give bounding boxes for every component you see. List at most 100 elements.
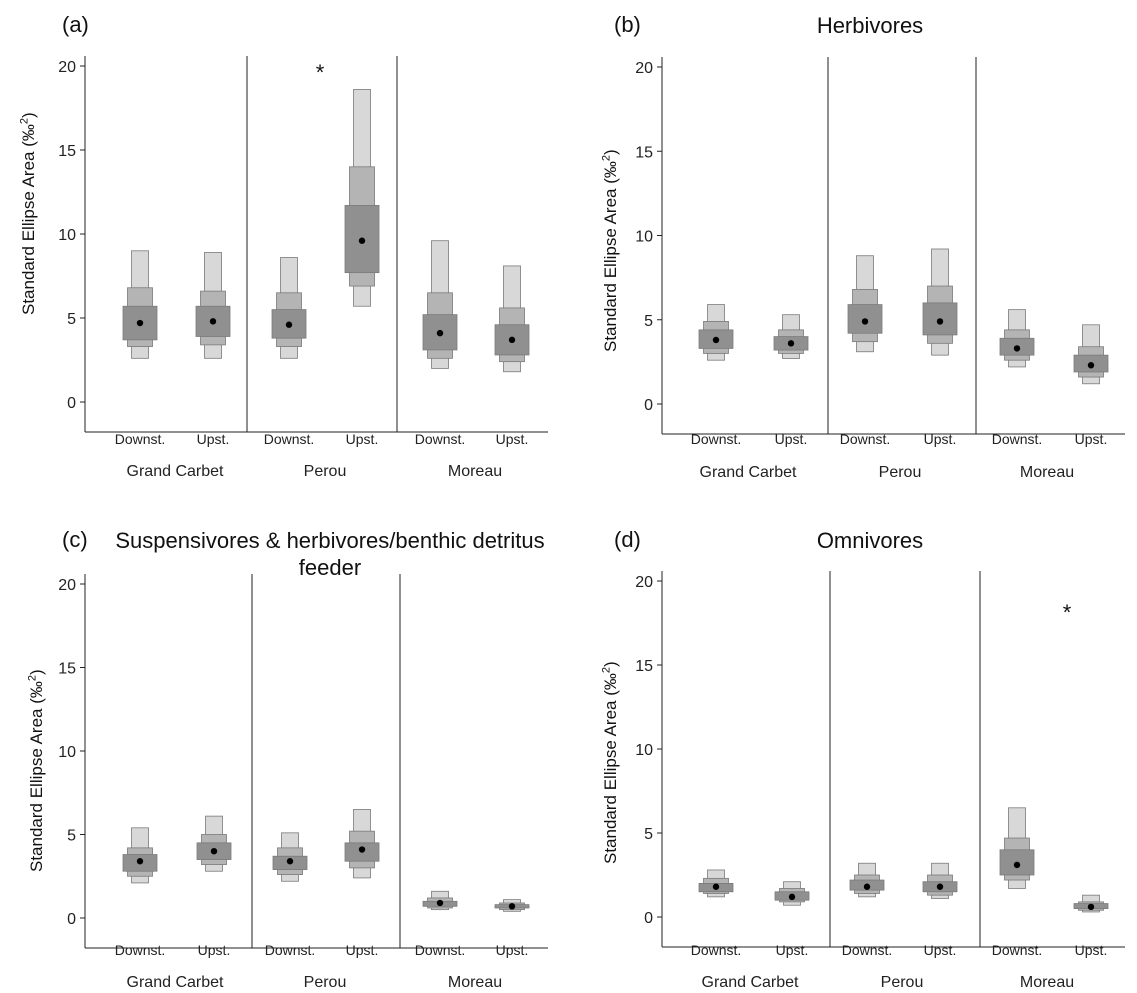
x-tick-label: Upst.	[198, 942, 231, 958]
x-tick-label: Downst.	[840, 431, 891, 447]
significance-marker: *	[316, 60, 325, 85]
mode-point	[861, 318, 869, 325]
x-tick-label: Upst.	[346, 431, 379, 447]
x-tick-label: Downst.	[691, 431, 742, 447]
chart-c: 0 5 10 15 20 Downst. Upst. Downst. Upst. Downst. U…	[58, 574, 548, 991]
panel-label: (b)	[614, 12, 641, 37]
group-label: Moreau	[448, 463, 502, 480]
group-label: Grand Carbet	[700, 464, 797, 481]
chart-b: 0 5 10 15 20 Downst. Upst. Downst. Upst. Downst. U…	[635, 57, 1125, 481]
y-axis-label: Standard Ellipse Area (‰2)	[600, 661, 620, 864]
x-tick-label: Upst.	[924, 942, 957, 958]
x-tick-label: Downst.	[115, 431, 166, 447]
chart-a: 0 5 10 15 20 Downst. Upst. Downst. Upst. Downst. U…	[58, 56, 548, 480]
x-tick-label: Downst.	[842, 942, 893, 958]
y-tick-label: 15	[58, 143, 76, 160]
x-tick-label: Upst.	[197, 431, 230, 447]
y-tick-label: 10	[635, 229, 653, 246]
x-tick-label: Downst.	[992, 942, 1043, 958]
group-label: Grand Carbet	[127, 974, 224, 991]
y-tick-label: 10	[635, 742, 653, 759]
y-tick-label: 20	[635, 60, 653, 77]
mode-point	[1087, 903, 1095, 911]
mode-point	[788, 893, 796, 901]
mode-point	[863, 883, 871, 890]
y-tick-label: 5	[67, 828, 76, 845]
x-tick-label: Downst.	[992, 431, 1043, 447]
x-tick-label: Upst.	[776, 942, 809, 958]
mode-point	[136, 858, 144, 865]
group-label: Perou	[881, 974, 924, 991]
mode-point	[209, 318, 217, 325]
panel-title: Omnivores	[816, 528, 924, 553]
y-tick-label: 0	[644, 910, 653, 927]
y-tick-label: 20	[58, 59, 76, 76]
panel-label: (c)	[62, 527, 88, 552]
x-tick-label: Downst.	[265, 942, 316, 958]
mode-point	[508, 903, 516, 910]
panel-d: (d) Omnivores Standard Ellipse Area (‰2)…	[570, 500, 1137, 993]
mode-point	[936, 883, 944, 890]
mode-point	[508, 336, 516, 344]
y-tick-label: 15	[58, 661, 76, 678]
x-tick-label: Upst.	[924, 431, 957, 447]
panel-title: Suspensivores & herbivores/benthic detri…	[115, 528, 545, 580]
x-tick-label: Upst.	[1075, 942, 1108, 958]
x-tick-label: Downst.	[415, 431, 466, 447]
y-tick-label: 5	[67, 311, 76, 328]
y-tick-label: 5	[644, 826, 653, 843]
group-label: Moreau	[1020, 974, 1074, 991]
group-label: Perou	[304, 974, 347, 991]
group-label: Grand Carbet	[127, 463, 224, 480]
x-tick-label: Upst.	[775, 431, 808, 447]
panel-label: (d)	[614, 527, 641, 552]
panel-label: (a)	[62, 12, 89, 37]
mode-point	[285, 321, 293, 328]
group-label: Perou	[879, 464, 922, 481]
mode-point	[286, 858, 294, 865]
group-label: Moreau	[448, 974, 502, 991]
y-tick-label: 10	[58, 744, 76, 761]
mode-point	[358, 237, 366, 244]
y-tick-label: 10	[58, 227, 76, 244]
y-tick-label: 15	[635, 144, 653, 161]
y-tick-label: 5	[644, 313, 653, 330]
mode-point	[210, 848, 218, 855]
x-tick-label: Upst.	[496, 942, 529, 958]
mode-point	[787, 340, 795, 347]
x-tick-label: Upst.	[1075, 431, 1108, 447]
mode-point	[436, 329, 444, 337]
y-axis-label: Standard Ellipse Area (‰2)	[600, 149, 620, 352]
x-tick-label: Downst.	[691, 942, 742, 958]
panel-a: (a) Standard Ellipse Area (‰2) 0 5 10 15 20 D…	[0, 0, 560, 490]
y-axis-label: Standard Ellipse Area (‰2)	[18, 112, 38, 315]
y-tick-label: 20	[58, 577, 76, 594]
panel-c: (c) Suspensivores & herbivores/benthic d…	[0, 500, 560, 993]
x-tick-label: Downst.	[415, 942, 466, 958]
chart-d: 0 5 10 15 20 Downst. Upst. Downst. Upst. Downst. U…	[635, 571, 1125, 991]
panel-title: Herbivores	[816, 13, 924, 38]
mode-point	[936, 318, 944, 325]
mode-point	[712, 883, 720, 890]
x-tick-label: Upst.	[346, 942, 379, 958]
y-tick-label: 0	[644, 397, 653, 414]
group-label: Moreau	[1020, 464, 1074, 481]
y-tick-label: 15	[635, 658, 653, 675]
x-tick-label: Upst.	[496, 431, 529, 447]
x-tick-label: Downst.	[264, 431, 315, 447]
mode-point	[1013, 345, 1021, 352]
mode-point	[1087, 362, 1095, 369]
mode-point	[136, 319, 144, 327]
group-label: Grand Carbet	[702, 974, 799, 991]
panel-b: (b) Herbivores Standard Ellipse Area (‰2…	[570, 0, 1137, 490]
mode-point	[436, 899, 444, 907]
y-axis-label: Standard Ellipse Area (‰2)	[26, 669, 46, 872]
mode-point	[712, 336, 720, 344]
significance-marker: *	[1063, 600, 1072, 625]
y-tick-label: 0	[67, 395, 76, 412]
y-tick-label: 20	[635, 574, 653, 591]
mode-point	[1013, 861, 1021, 869]
group-label: Perou	[304, 463, 347, 480]
x-tick-label: Downst.	[115, 942, 166, 958]
y-tick-label: 0	[67, 911, 76, 928]
